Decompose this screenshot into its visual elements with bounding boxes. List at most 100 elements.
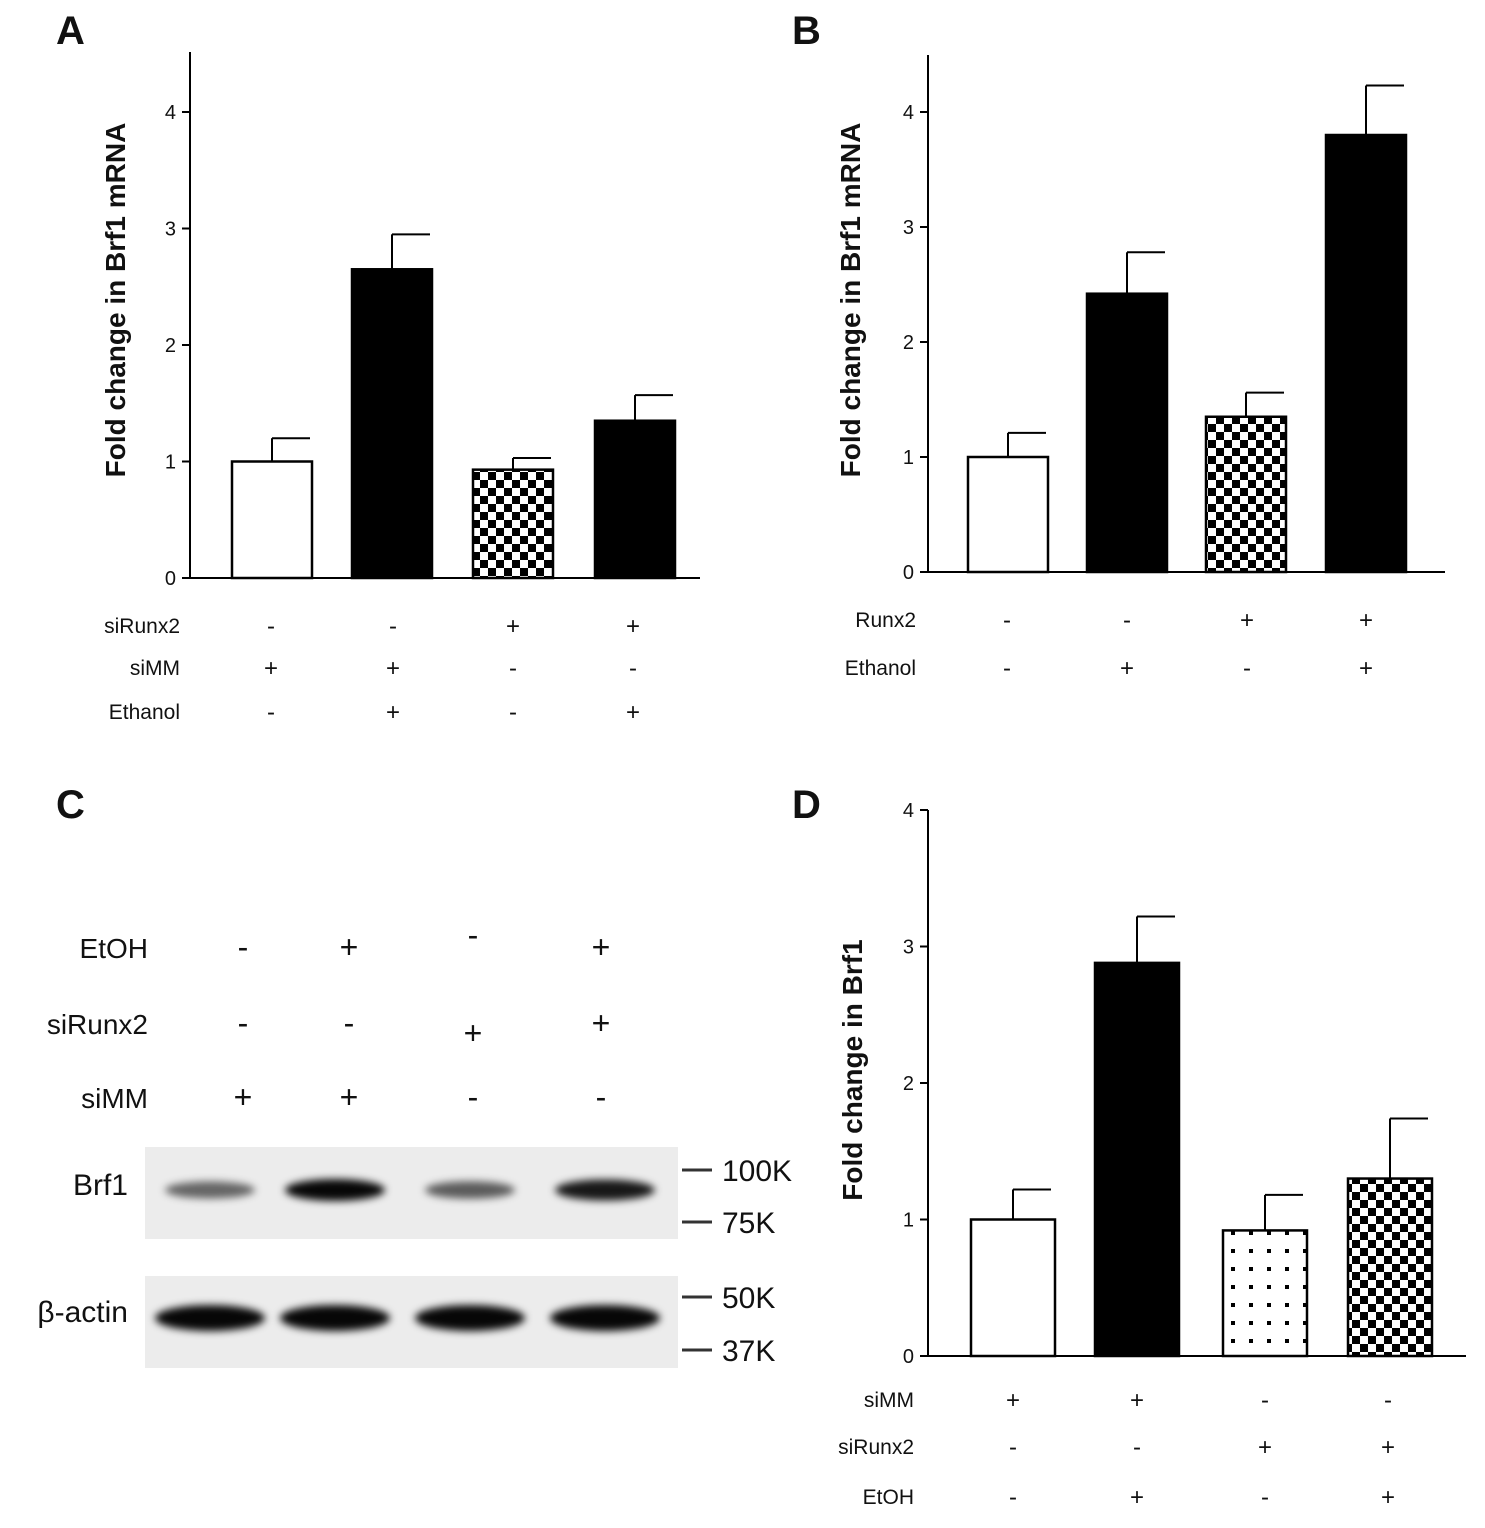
condition-sign: + [1240,607,1254,634]
molecular-weight-marker: 37K [722,1335,775,1368]
blot-band [285,1179,385,1201]
bar-a-1 [230,460,314,580]
condition-sign: + [1381,1484,1395,1511]
condition-sign: - [1243,655,1251,682]
condition-sign: + [264,655,278,682]
y-axis-label: Fold change in Brf1 [837,939,868,1200]
condition-label: siMM [130,657,180,680]
bar-b-3 [1204,415,1288,574]
condition-sign: + [1258,1434,1272,1461]
chart-b: 0 1 2 3 4 Fold change in Brf1 mRNA Runx2 - - + + Et… [835,55,1445,682]
condition-sign: + [506,613,520,640]
blot-row-label: β-actin [37,1296,128,1329]
blot-row-label: Brf1 [73,1169,128,1202]
chart-d: 0 1 2 3 4 Fold change in Brf1 siMM + + - - siRunx2 -… [837,800,1466,1511]
bar-a-4 [593,419,677,580]
chart-a: 0 1 2 3 4 Fold change in Brf1 mRNA siRunx2 - - + +… [100,52,700,726]
condition-sign: - [1123,607,1131,634]
y-axis-label: Fold change in Brf1 mRNA [835,123,866,478]
blot-condition-label: EtOH [80,933,148,964]
panel-letter-c: C [56,783,85,827]
condition-sign: - [1003,607,1011,634]
bar-b-2 [1085,292,1169,574]
condition-sign: - [1384,1387,1392,1414]
blot-condition-sign: + [234,1079,253,1115]
condition-sign: + [386,655,400,682]
blot-condition-sign: + [592,929,611,965]
condition-label: siRunx2 [104,615,180,638]
y-tick-label: 4 [165,102,176,124]
condition-label: Ethanol [109,701,180,724]
condition-sign: - [1009,1484,1017,1511]
condition-sign: + [626,699,640,726]
y-tick-label: 2 [903,1073,914,1095]
condition-label: Runx2 [855,609,916,632]
y-tick-label: 1 [165,452,176,474]
blot-condition-sign: + [592,1005,611,1041]
blot-condition-sign: - [344,1005,355,1041]
blot-band [415,1305,525,1331]
blot-band [425,1181,515,1199]
condition-sign: - [1003,655,1011,682]
panel-letter-b: B [792,9,821,53]
condition-sign: + [1381,1434,1395,1461]
condition-sign: + [1359,607,1373,634]
blot-band [155,1305,265,1331]
blot-condition-label: siMM [81,1083,148,1114]
panel-letter-a: A [56,9,85,53]
molecular-weight-marker: 50K [722,1282,775,1315]
y-tick-label: 1 [903,447,914,469]
bar-a-3 [471,468,555,580]
condition-sign: + [1359,655,1373,682]
y-tick-label: 3 [903,937,914,959]
condition-sign: + [626,613,640,640]
y-tick-label: 3 [903,217,914,239]
condition-label: Ethanol [845,657,916,680]
blot-condition-sign: + [464,1015,483,1051]
blot-band [280,1305,390,1331]
blot-band [550,1305,660,1331]
condition-label: siMM [864,1389,914,1412]
blot-condition-label: siRunx2 [47,1009,148,1040]
bar-d-4 [1346,1177,1434,1358]
bar-d-1 [969,1218,1057,1358]
condition-sign: + [1120,655,1134,682]
y-tick-label: 0 [903,1346,914,1368]
condition-label: EtOH [863,1486,914,1509]
condition-label: siRunx2 [838,1436,914,1459]
y-tick-label: 3 [165,219,176,241]
blot-band [555,1179,655,1201]
condition-sign: + [386,699,400,726]
y-tick-label: 4 [903,800,914,822]
condition-sign: - [629,655,637,682]
western-blot-c: EtOH - + - + siRunx2 - - + + siMM + + - - Brf1 100K 75K β-… [37,917,792,1368]
condition-sign: - [509,655,517,682]
blot-condition-sign: + [340,929,359,965]
blot-condition-sign: - [468,917,479,953]
blot-condition-sign: - [238,929,249,965]
condition-sign: - [267,699,275,726]
panel-letter-d: D [792,783,821,827]
molecular-weight-marker: 75K [722,1207,775,1240]
bar-d-3 [1221,1229,1309,1358]
condition-sign: - [1261,1387,1269,1414]
y-tick-label: 0 [903,562,914,584]
condition-sign: - [1261,1484,1269,1511]
blot-condition-sign: - [596,1079,607,1115]
y-tick-label: 2 [903,332,914,354]
y-axis-label: Fold change in Brf1 mRNA [100,123,131,478]
condition-sign: - [1133,1434,1141,1461]
y-tick-label: 4 [903,102,914,124]
bar-a-2 [350,268,434,580]
blot-condition-sign: - [468,1079,479,1115]
condition-sign: + [1006,1387,1020,1414]
condition-sign: + [1130,1484,1144,1511]
y-tick-label: 0 [165,568,176,590]
condition-sign: - [267,613,275,640]
blot-band [165,1181,255,1199]
bar-d-2 [1093,961,1181,1358]
y-tick-label: 1 [903,1210,914,1232]
y-tick-label: 2 [165,335,176,357]
molecular-weight-marker: 100K [722,1155,792,1188]
